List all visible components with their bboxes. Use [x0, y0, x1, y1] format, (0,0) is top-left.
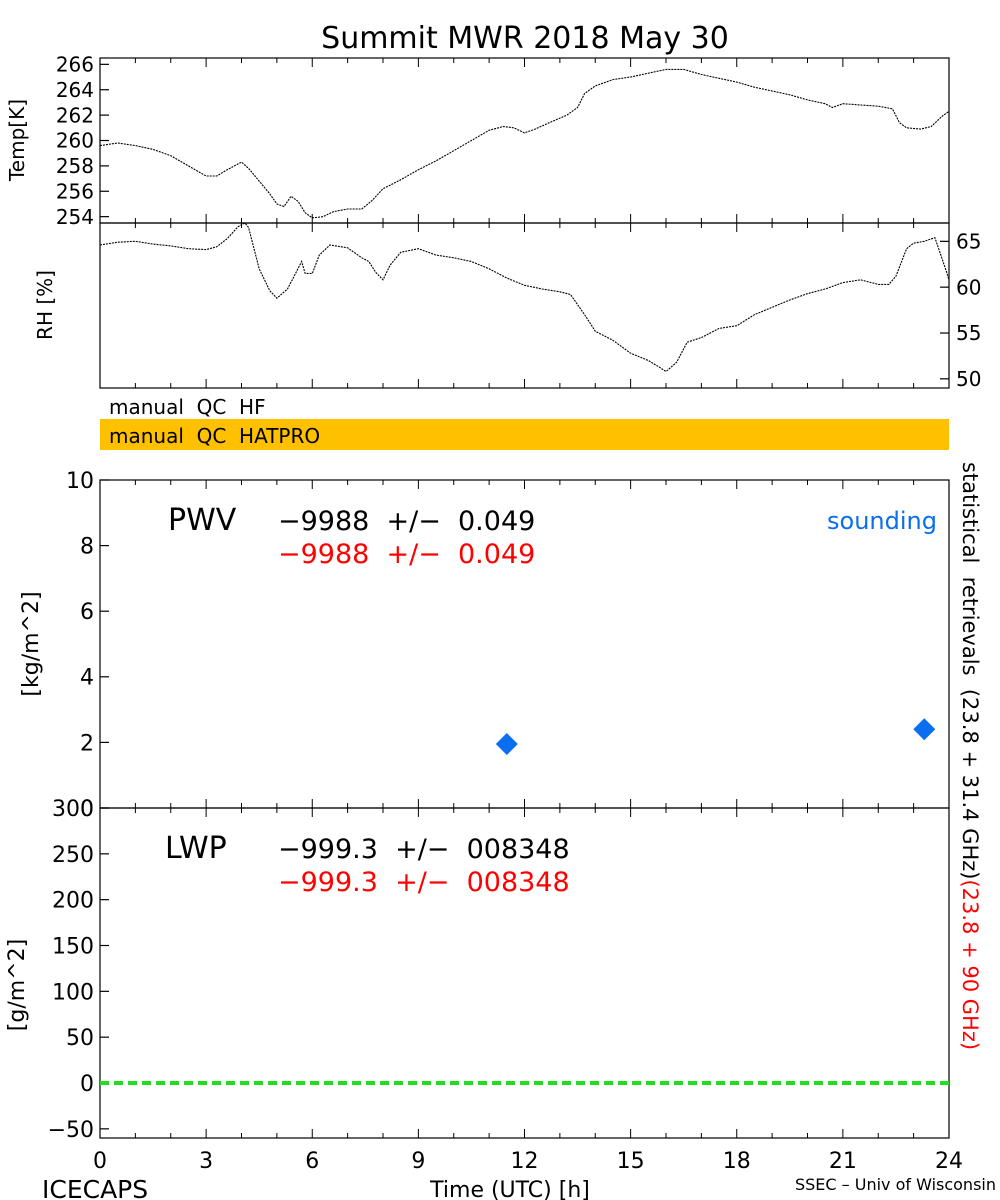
lwp-label: LWP	[165, 831, 227, 866]
y-tick-label: 258	[56, 154, 94, 178]
y-tick-label: 10	[66, 469, 94, 494]
temp-panel-frame	[99, 57, 950, 224]
y-tick-label: −50	[48, 1118, 94, 1143]
pwv-axis-label: [kg/m^2]	[19, 591, 44, 696]
qc-hf-strip: manual QC HF	[100, 392, 949, 420]
y-tick-label: 50	[66, 1026, 94, 1051]
sounding-point	[913, 718, 936, 741]
y-tick-label: 264	[56, 78, 94, 102]
y-tick-label: 60	[956, 275, 981, 299]
retrieval-side-label-black: statistical retrievals (23.8 + 31.4 GHz)	[958, 462, 982, 879]
chart-title: Summit MWR 2018 May 30	[321, 21, 729, 56]
x-tick-label: 0	[93, 1149, 107, 1174]
series-line	[99, 68, 950, 219]
series-line	[99, 222, 950, 373]
x-tick-label: 9	[411, 1149, 425, 1174]
y-tick-label: 200	[52, 889, 94, 914]
y-tick-label: 0	[80, 797, 94, 822]
y-tick-label: 4	[80, 666, 94, 691]
rh-axis-label: RH [%]	[33, 270, 57, 340]
sounding-legend: sounding	[827, 507, 937, 535]
qc-hatpro-label: manual QC HATPRO	[109, 424, 321, 448]
pwv-label: PWV	[168, 503, 237, 538]
y-tick-label: 254	[56, 205, 94, 229]
y-tick-label: 262	[56, 103, 94, 127]
y-tick-label: 250	[52, 843, 94, 868]
x-tick-label: 3	[199, 1149, 213, 1174]
y-tick-label: 6	[80, 600, 94, 625]
y-tick-label: 150	[52, 934, 94, 959]
y-tick-label: 256	[56, 179, 94, 203]
x-tick-label: 15	[617, 1149, 645, 1174]
y-tick-label: 300	[52, 797, 94, 822]
y-tick-label: 50	[956, 367, 981, 391]
x-axis-label: Time (UTC) [h]	[429, 1178, 590, 1200]
lwp-axis-label: [g/m^2]	[5, 939, 30, 1031]
rh-panel-frame	[99, 222, 950, 389]
temp-axis-label: Temp[K]	[5, 99, 29, 182]
y-tick-label: 65	[956, 230, 981, 254]
y-tick-label: 0	[80, 1072, 94, 1097]
pwv-stat-red: −9988 +/− 0.049	[278, 539, 535, 570]
y-tick-label: 55	[956, 321, 981, 345]
qc-hatpro-strip: manual QC HATPRO	[100, 419, 949, 450]
lwp-stat-red: −999.3 +/− 008348	[278, 867, 570, 898]
retrieval-side-label: statistical retrievals (23.8 + 31.4 GHz)…	[958, 462, 982, 1050]
x-tick-label: 6	[305, 1149, 319, 1174]
y-tick-label: 266	[56, 53, 94, 77]
qc-hf-label: manual QC HF	[109, 395, 266, 419]
sounding-point	[495, 733, 518, 756]
chart-marks: 254256258260262264266505560650246810−500…	[48, 53, 982, 1174]
x-tick-label: 21	[829, 1149, 857, 1174]
pwv-stat-black: −9988 +/− 0.049	[278, 506, 535, 537]
y-tick-label: 260	[56, 129, 94, 153]
y-tick-label: 100	[52, 980, 94, 1005]
y-tick-label: 8	[80, 535, 94, 560]
y-tick-label: 2	[80, 731, 94, 756]
retrieval-side-label-red: (23.8 + 90 GHz)	[958, 879, 982, 1050]
lwp-stat-black: −999.3 +/− 008348	[278, 834, 570, 865]
x-tick-label: 12	[511, 1149, 539, 1174]
footer-left: ICECAPS	[42, 1175, 148, 1200]
footer-right: SSEC – Univ of Wisconsin	[795, 1175, 996, 1194]
x-tick-label: 24	[935, 1149, 963, 1174]
x-tick-label: 18	[723, 1149, 751, 1174]
